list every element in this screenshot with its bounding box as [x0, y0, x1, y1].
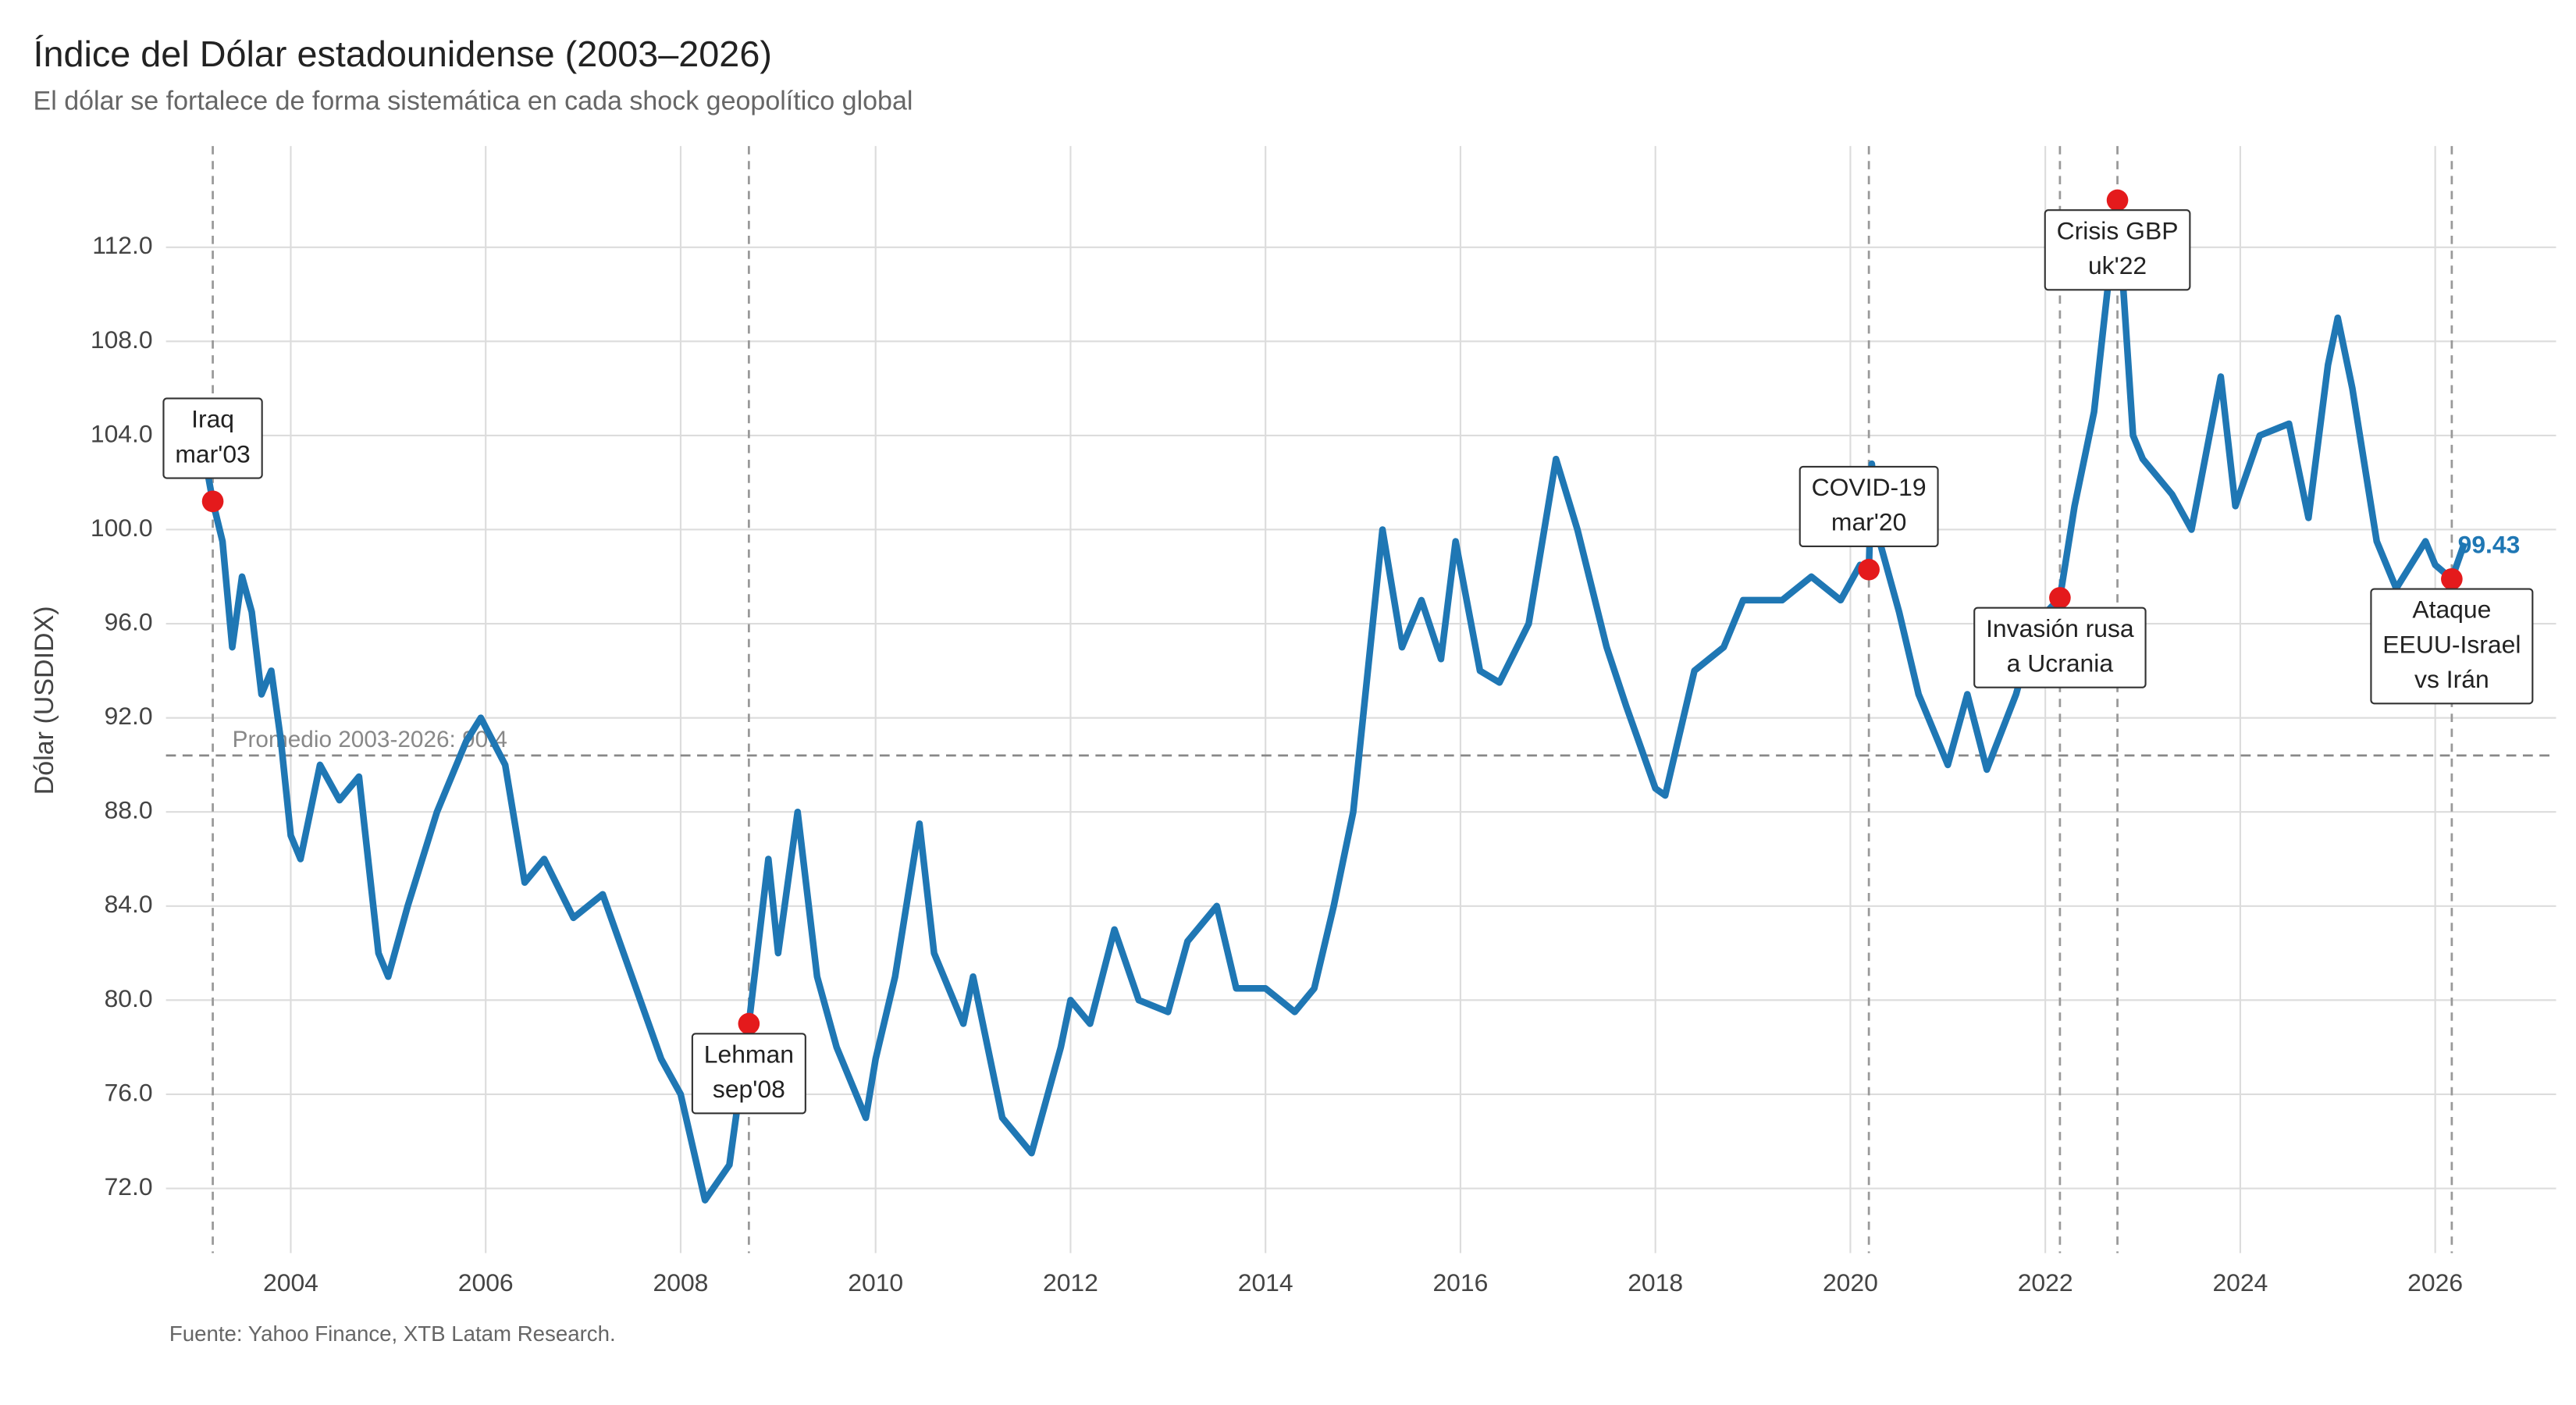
source-note: Fuente: Yahoo Finance, XTB Latam Researc…	[169, 1321, 616, 1346]
y-tick-label: 92.0	[105, 702, 153, 730]
annotation-text: COVID-19	[1812, 473, 1927, 501]
event-marker	[1858, 558, 1880, 581]
y-axis-title: Dólar (USDIDX)	[30, 606, 59, 795]
annotation-box	[2370, 588, 2534, 705]
annotation-text: sep'08	[713, 1075, 785, 1103]
grid	[165, 146, 2556, 1254]
x-tick-label: 2012	[1043, 1268, 1098, 1297]
series-line	[190, 197, 2468, 1204]
annotation-text: Iraq	[191, 405, 234, 433]
event-marker	[2441, 567, 2463, 590]
x-tick-label: 2020	[1823, 1268, 1878, 1297]
y-tick-label: 88.0	[105, 796, 153, 824]
event-annotation: Crisis GBP uk'22	[2044, 209, 2191, 291]
y-tick-label: 112.0	[92, 231, 152, 259]
event-annotation: Ataque EEUU-Israel vs Irán	[2370, 588, 2534, 705]
annotation-text: Ataque	[2412, 596, 2491, 624]
annotation-box	[691, 1033, 806, 1115]
y-tick-label: 76.0	[105, 1078, 153, 1106]
x-tick-label: 2004	[263, 1268, 318, 1297]
x-tick-label: 2022	[2018, 1268, 2073, 1297]
annotation-text: mar'20	[1831, 508, 1906, 536]
event-annotation: COVID-19 mar'20	[1799, 465, 1939, 548]
annotation-box	[1973, 606, 2147, 688]
x-tick-label: 2006	[458, 1268, 514, 1297]
x-tick-label: 2026	[2407, 1268, 2463, 1297]
x-tick-label: 2010	[848, 1268, 903, 1297]
event-marker	[738, 1012, 760, 1035]
annotation-text: mar'03	[175, 439, 250, 468]
event-marker	[2049, 587, 2071, 609]
x-tick-label: 2016	[1432, 1268, 1488, 1297]
event-marker	[201, 490, 224, 513]
y-tick-label: 80.0	[105, 984, 153, 1012]
y-tick-label: 72.0	[105, 1172, 153, 1200]
annotation-text: uk'22	[2088, 251, 2147, 279]
x-tick-label: 2008	[653, 1268, 708, 1297]
event-marker	[2106, 189, 2129, 212]
end-value-label: 99.43	[2458, 530, 2521, 558]
x-tick-label: 2024	[2212, 1268, 2268, 1297]
annotation-box	[2044, 209, 2191, 291]
y-tick-label: 84.0	[105, 890, 153, 918]
chart-subtitle: El dólar se fortalece de forma sistemáti…	[34, 86, 913, 116]
annotation-text: a Ucrania	[2007, 649, 2114, 677]
x-tick-label: 2018	[1628, 1268, 1683, 1297]
annotation-box	[162, 397, 263, 479]
y-tick-label: 108.0	[91, 325, 153, 354]
y-tick-label: 104.0	[91, 419, 153, 447]
chart-title: Índice del Dólar estadounidense (2003–20…	[34, 34, 772, 74]
event-annotation: Invasión rusa a Ucrania	[1973, 606, 2147, 688]
annotation-text: Lehman	[704, 1040, 794, 1068]
annotation-text: Invasión rusa	[1986, 614, 2134, 642]
x-tick-label: 2014	[1238, 1268, 1293, 1297]
y-tick-label: 96.0	[105, 607, 153, 635]
y-tick-label: 100.0	[91, 514, 153, 542]
annotation-box	[1799, 465, 1939, 548]
annotation-text: Crisis GBP	[2057, 216, 2179, 244]
annotation-text: vs Irán	[2414, 665, 2489, 693]
event-annotation: Lehman sep'08	[691, 1033, 806, 1115]
event-annotation: Iraq mar'03	[162, 397, 263, 479]
annotation-text: EEUU-Israel	[2382, 630, 2521, 658]
